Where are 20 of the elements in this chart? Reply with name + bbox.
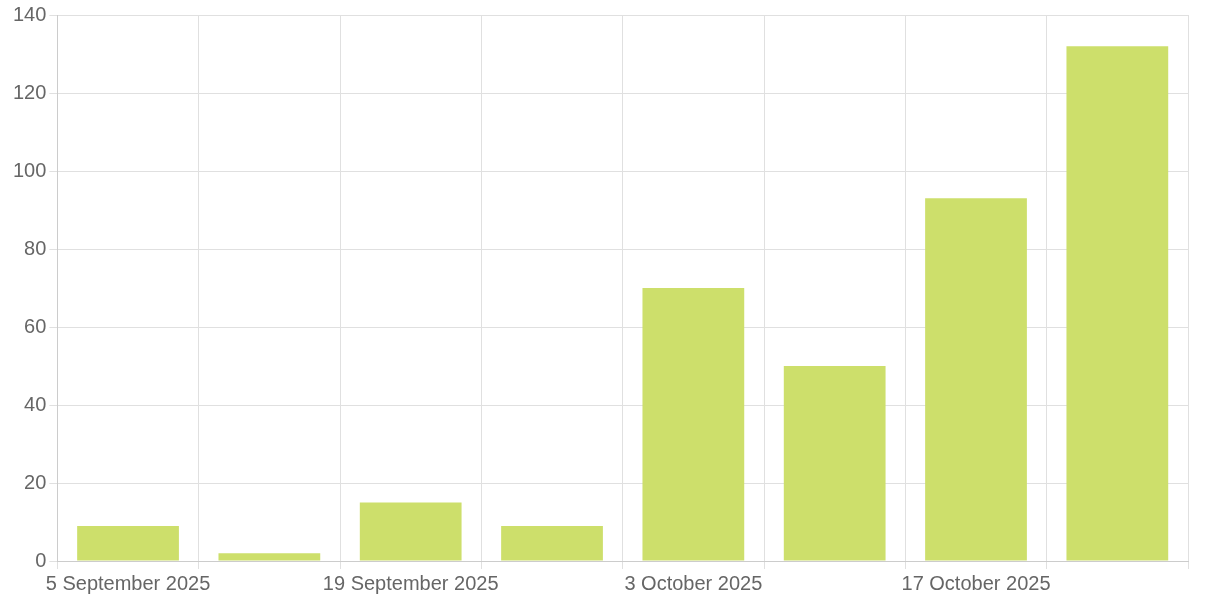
x-tick-label: 5 September 2025 [45, 571, 211, 594]
y-tick-label: 120 [12, 80, 47, 103]
y-tick-label: 20 [24, 470, 47, 493]
y-tick-label: 100 [12, 158, 47, 181]
x-tick-label: 3 October 2025 [624, 571, 763, 594]
x-tick-label: 19 September 2025 [322, 571, 499, 594]
y-tick-label: 80 [24, 236, 47, 259]
bar [783, 366, 886, 561]
bar [501, 525, 603, 561]
bar [218, 553, 321, 561]
bar [77, 525, 179, 561]
y-tick-label: 60 [24, 314, 47, 337]
x-tick-label: 17 October 2025 [901, 571, 1051, 594]
bar [925, 198, 1027, 561]
bar [359, 502, 462, 561]
y-tick-label: 40 [24, 392, 47, 415]
bar [1066, 46, 1169, 561]
y-tick-label: 140 [12, 2, 47, 25]
bar [642, 288, 745, 561]
y-tick-label: 0 [35, 548, 47, 571]
